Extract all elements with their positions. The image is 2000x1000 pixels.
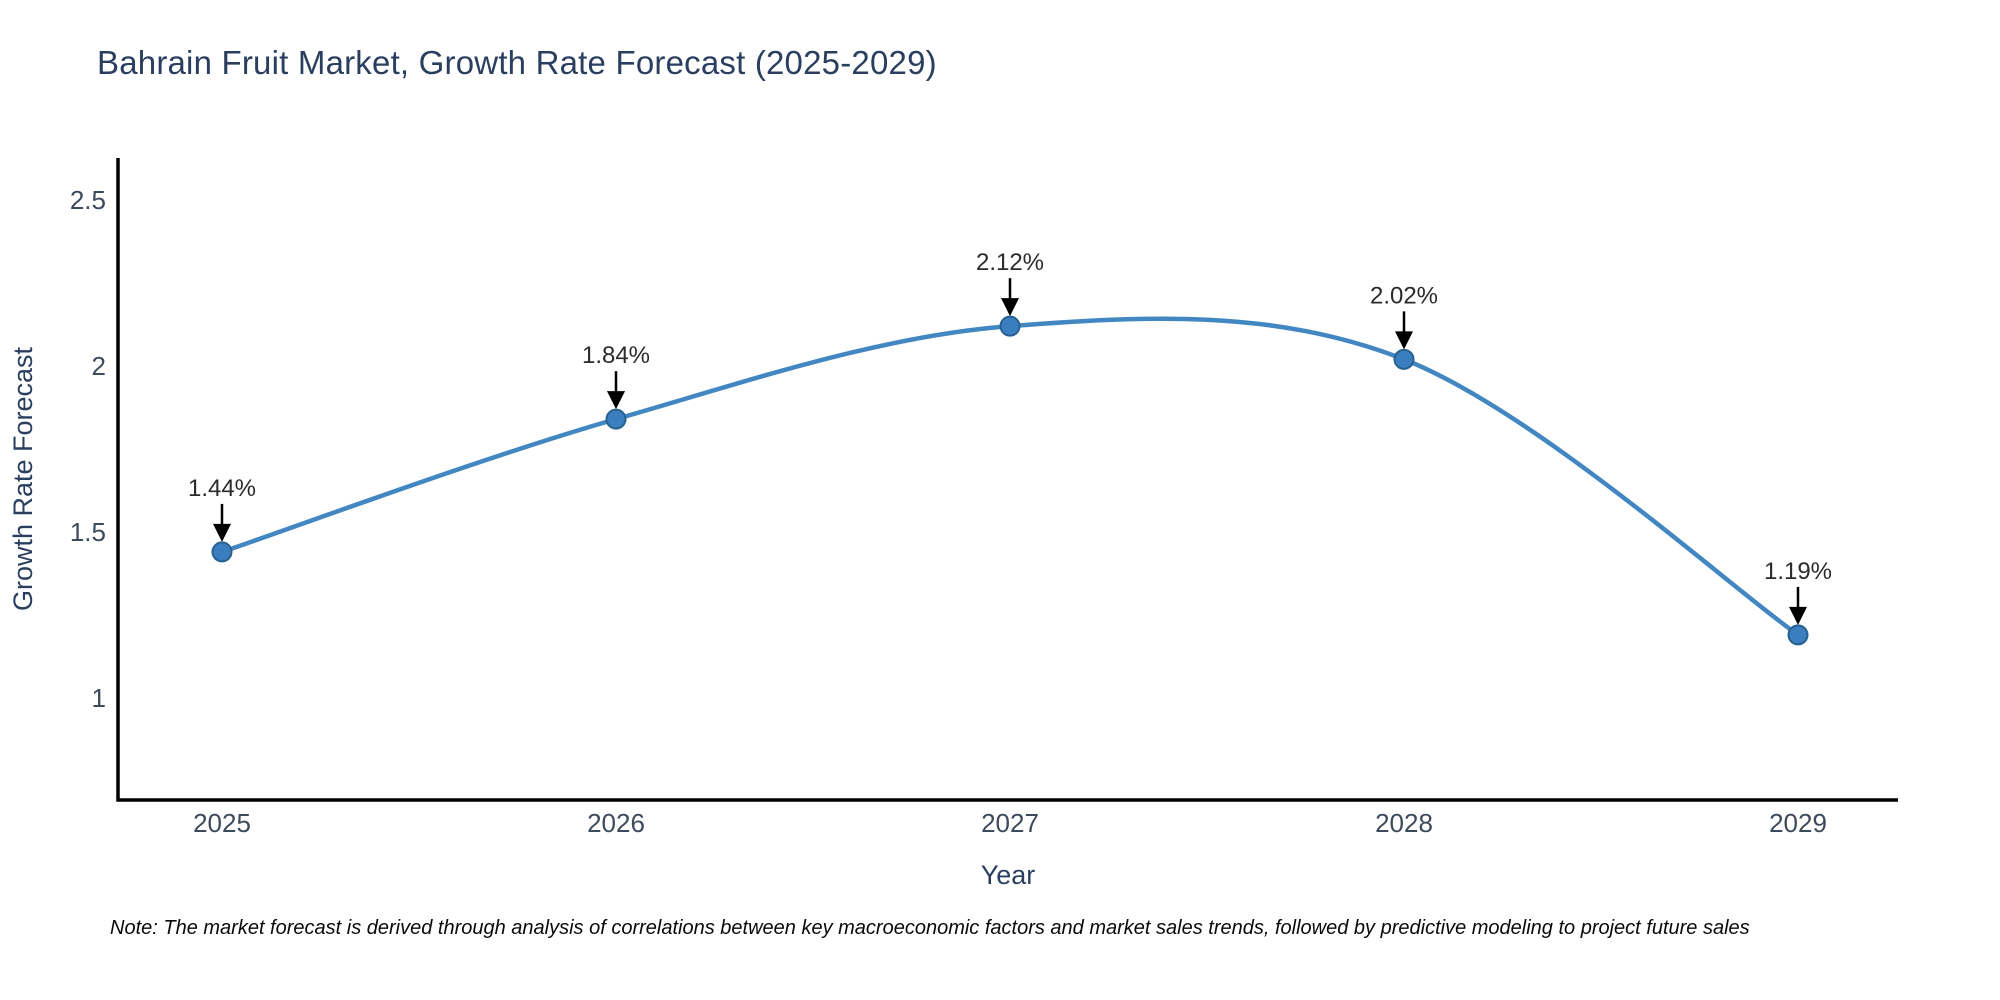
data-point-marker[interactable] (211, 541, 233, 563)
chart-title: Bahrain Fruit Market, Growth Rate Foreca… (97, 44, 937, 81)
footnote: Note: The market forecast is derived thr… (110, 917, 1750, 939)
y-tick-label: 1 (92, 683, 106, 713)
data-point-label: 2.12% (976, 249, 1044, 276)
annotation-arrowhead (1789, 606, 1807, 625)
y-tick-label: 1.5 (70, 517, 106, 547)
annotation-arrowhead (1395, 331, 1413, 350)
data-point-marker[interactable] (605, 408, 627, 430)
axes-layer: 1 1.5 2 2.5 2025 2026 2027 2028 2029 Year Growth R… (8, 158, 1898, 890)
series-line (219, 316, 1801, 638)
y-tick-label: 2 (92, 351, 106, 381)
data-point-marker[interactable] (1787, 624, 1809, 646)
data-point-marker[interactable] (999, 315, 1021, 337)
data-point-marker[interactable] (1393, 348, 1415, 370)
annotation-layer: 1.44% 1.84% 2.12% 2.02% 1.19% (188, 249, 1832, 625)
x-axis-title: Year (981, 860, 1036, 890)
x-tick-label: 2029 (1769, 808, 1827, 838)
y-tick-label: 2.5 (70, 185, 106, 215)
x-tick-label: 2026 (587, 808, 645, 838)
y-axis-title: Growth Rate Forecast (8, 346, 38, 611)
x-tick-label: 2028 (1375, 808, 1433, 838)
annotation-arrowhead (1001, 298, 1019, 317)
annotation-arrowhead (607, 391, 625, 410)
data-point-label: 1.19% (1764, 558, 1832, 585)
line-series (211, 315, 1809, 646)
data-point-label: 2.02% (1370, 282, 1438, 309)
x-tick-label: 2025 (193, 808, 251, 838)
data-point-label: 1.84% (582, 342, 650, 369)
x-tick-label: 2027 (981, 808, 1039, 838)
data-point-label: 1.44% (188, 475, 256, 502)
annotation-arrowhead (213, 523, 231, 542)
